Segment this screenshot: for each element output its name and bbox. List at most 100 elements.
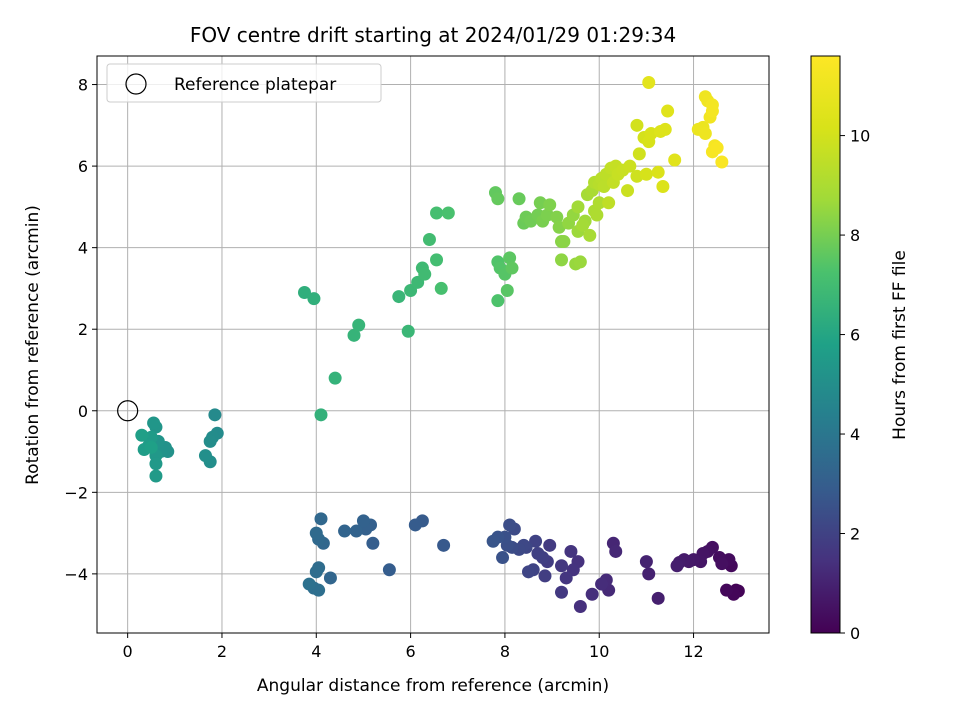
data-point	[347, 328, 361, 342]
data-point	[715, 557, 729, 571]
data-point	[538, 569, 552, 583]
data-point	[503, 251, 517, 265]
y-axis-label: Rotation from reference (arcmin)	[23, 205, 43, 485]
data-point	[639, 555, 653, 569]
reference-marker	[117, 400, 139, 422]
data-point	[595, 577, 609, 591]
data-point	[418, 267, 432, 281]
data-point	[149, 469, 163, 483]
colorbar-tick-label: 0	[850, 624, 860, 643]
colorbar-tick-label: 2	[850, 525, 860, 544]
y-tick-label: 8	[78, 76, 88, 95]
y-tick-label: 0	[78, 402, 88, 421]
data-point	[710, 141, 724, 155]
x-tick-label: 8	[500, 642, 510, 661]
data-point	[543, 538, 557, 552]
y-axis-ticks: −4 −2 0 2 4 6 8	[64, 76, 97, 584]
data-point	[366, 536, 380, 550]
data-point	[500, 283, 514, 297]
data-point	[621, 184, 635, 198]
y-tick-label: 4	[78, 239, 88, 258]
y-tick-label: −2	[64, 483, 88, 502]
data-point	[555, 585, 569, 599]
colorbar-label: Hours from first FF file	[890, 250, 910, 440]
data-point	[557, 235, 571, 249]
data-point	[661, 104, 675, 118]
data-point	[630, 118, 644, 132]
data-point	[715, 155, 729, 169]
colorbar-tick-label: 4	[850, 425, 860, 444]
data-point	[338, 524, 352, 538]
data-point	[555, 559, 569, 573]
data-point	[309, 565, 323, 579]
data-point	[720, 583, 734, 597]
data-point	[328, 371, 342, 385]
data-point	[670, 559, 684, 573]
data-point	[573, 255, 587, 269]
data-point	[430, 206, 444, 220]
chart-title: FOV centre drift starting at 2024/01/29 …	[190, 23, 676, 47]
data-point	[590, 208, 604, 222]
data-points	[135, 76, 745, 613]
data-point	[486, 534, 500, 548]
data-point	[705, 104, 719, 118]
data-point	[505, 261, 519, 275]
data-point	[408, 518, 422, 532]
x-tick-label: 6	[406, 642, 416, 661]
data-point	[149, 457, 163, 471]
data-point	[430, 253, 444, 267]
data-point	[550, 210, 564, 224]
data-point	[609, 544, 623, 558]
data-point	[602, 196, 616, 210]
grid-lines	[97, 56, 769, 633]
x-tick-label: 10	[589, 642, 609, 661]
data-point	[307, 292, 321, 306]
data-point	[208, 408, 222, 422]
data-point	[382, 563, 396, 577]
y-tick-label: 6	[78, 157, 88, 176]
colorbar-tick-label: 8	[850, 226, 860, 245]
data-point	[632, 147, 646, 161]
data-point	[312, 583, 326, 597]
data-point	[668, 153, 682, 167]
x-tick-label: 12	[683, 642, 703, 661]
data-point	[422, 232, 436, 246]
colorbar-ticks: 0 2 4 6 8 10	[840, 127, 870, 643]
data-point	[147, 416, 161, 430]
data-point	[698, 126, 712, 140]
data-point	[302, 577, 316, 591]
data-point	[392, 290, 406, 304]
data-point	[576, 218, 590, 232]
y-tick-label: 2	[78, 320, 88, 339]
colorbar-gradient	[810, 55, 841, 634]
data-point	[203, 434, 217, 448]
data-point	[651, 165, 665, 179]
data-point	[349, 524, 363, 538]
data-point	[656, 179, 670, 193]
data-point	[583, 228, 597, 242]
data-point	[543, 198, 557, 212]
plot-frame	[96, 55, 770, 634]
colorbar-tick-label: 10	[850, 127, 870, 146]
x-axis-ticks: 0 2 4 6 8 10 12	[123, 633, 704, 661]
data-point	[441, 206, 455, 220]
x-axis-label: Angular distance from reference (arcmin)	[257, 676, 609, 696]
data-point	[503, 518, 517, 532]
data-point	[592, 196, 606, 210]
data-point	[434, 281, 448, 295]
data-point	[491, 192, 505, 206]
data-point	[573, 599, 587, 613]
data-point	[529, 534, 543, 548]
data-point	[555, 253, 569, 267]
data-point	[639, 167, 653, 181]
x-tick-label: 4	[311, 642, 321, 661]
colorbar-tick-label: 6	[850, 326, 860, 345]
data-point	[623, 159, 637, 173]
data-point	[135, 428, 149, 442]
data-point	[658, 122, 672, 136]
data-point	[531, 546, 545, 560]
data-point	[496, 551, 510, 565]
data-point	[512, 192, 526, 206]
data-point	[356, 514, 370, 528]
